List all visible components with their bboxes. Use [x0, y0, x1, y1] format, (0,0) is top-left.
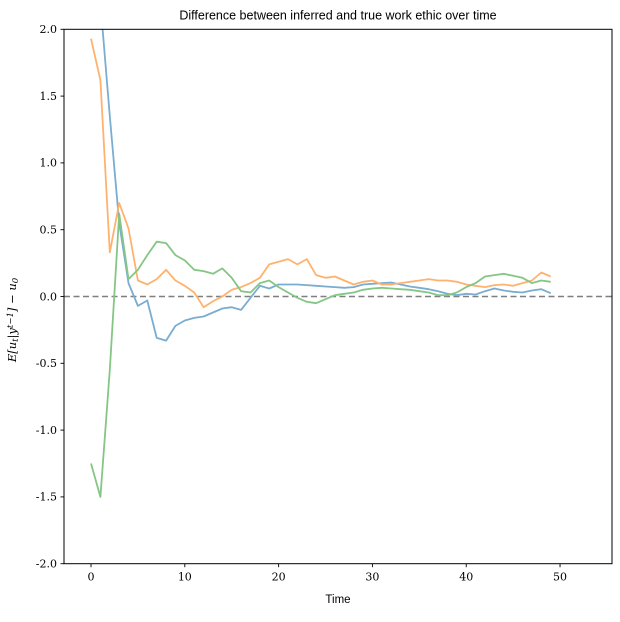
x-tick-label: 20 — [272, 571, 286, 584]
y-tick-label: 1.0 — [40, 157, 58, 170]
x-tick-label: 50 — [553, 571, 567, 584]
y-axis-label: E[ut|yt−1] − u0 — [5, 277, 21, 363]
y-tick-label: 1.5 — [40, 90, 58, 103]
series-orange — [90, 38, 552, 309]
series-green — [90, 212, 551, 498]
x-tick-label: 10 — [178, 571, 192, 584]
axis-ticks: 0 10 20 30 40 50 -2.0 -1.5 -1.0 -0.5 0.0 0.5 1.0 1.5 2… — [36, 23, 567, 584]
x-tick-label: 30 — [365, 571, 379, 584]
series-group — [64, 29, 612, 498]
y-tick-label: -2.0 — [36, 558, 57, 571]
x-tick-label: 0 — [88, 571, 95, 584]
chart-title: Difference between inferred and true wor… — [179, 9, 496, 23]
y-tick-label: -1.0 — [36, 424, 57, 437]
axes-spines — [63, 28, 613, 565]
y-tick-label: 0.5 — [40, 224, 58, 237]
series-blue — [101, 29, 552, 342]
x-tick-label: 40 — [459, 571, 473, 584]
y-tick-label: -1.5 — [36, 491, 57, 504]
y-tick-label: -0.5 — [36, 357, 57, 370]
x-axis-label: Time — [325, 594, 350, 606]
y-tick-label: 2.0 — [40, 23, 58, 36]
y-tick-label: 0.0 — [40, 290, 58, 303]
